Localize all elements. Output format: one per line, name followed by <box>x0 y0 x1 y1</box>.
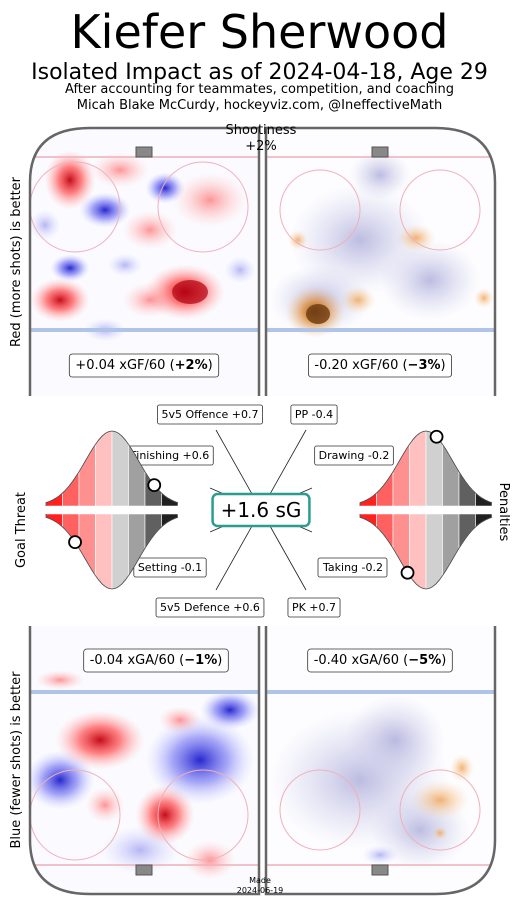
component-box <box>155 597 265 618</box>
component-pk-0-7: PK +0.7 <box>287 597 341 618</box>
offence-heatmap <box>30 128 259 396</box>
component-pp-0-4: PP -0.4 <box>290 404 338 425</box>
penalties-dist-lower-outline <box>359 514 493 590</box>
total-sg-box: +1.6 sG <box>211 492 311 528</box>
goal-threat-dist-upper-marker <box>147 478 162 493</box>
offence-stat-value: +0.04 xGF/60 ( <box>75 358 174 373</box>
component-label: 5v5 Offence +0.7 <box>161 408 258 421</box>
goal-threat-label: Goal Threat <box>14 492 29 568</box>
penalties-dist-upper-band <box>409 430 427 507</box>
goal-threat-dist-upper-band <box>62 470 80 507</box>
pp-heatmap <box>266 128 495 396</box>
offence-side-label: Red (more shots) is better <box>9 176 24 347</box>
pp-stat-box: -0.20 xGF/60 (−3%) <box>308 353 452 378</box>
author-credit: Micah Blake McCurdy, hockeyviz.com, @Ine… <box>76 98 443 113</box>
component-setting-0-1: Setting -0.1 <box>133 557 207 578</box>
goal-threat-dist-lower-marker <box>68 535 82 550</box>
goal-threat-dist-lower-band <box>95 513 113 590</box>
penalties-dist-upper-outline <box>359 430 493 506</box>
pk-stat-pct: −5% <box>408 653 441 668</box>
component-label: Setting -0.1 <box>138 561 202 574</box>
shootiness-label: Shootiness <box>226 123 297 138</box>
goal-threat-dist-lower-band <box>144 513 162 550</box>
component-box <box>314 445 394 466</box>
defence-rink-boards <box>28 626 261 896</box>
component-drawing-0-2: Drawing -0.2 <box>314 445 394 466</box>
penalties-dist-lower-band <box>376 513 394 550</box>
penalties-label: Penalties <box>496 483 511 542</box>
made-label: Made <box>249 876 271 885</box>
offence-rink-boards <box>28 126 261 396</box>
goal-threat-dist-lower-band <box>111 513 129 590</box>
penalties-dist-lower-band <box>458 513 476 550</box>
method-note: After accounting for teammates, competit… <box>65 82 454 97</box>
defence-goal-net <box>135 864 153 876</box>
pp-rink-boards <box>264 126 497 396</box>
pp-stat-frame <box>308 353 452 378</box>
pk-heatmap <box>266 626 495 894</box>
pp-stat-pct: −3% <box>408 358 441 373</box>
component-box <box>157 404 263 425</box>
component-5v5-offence-0-7: 5v5 Offence +0.7 <box>157 404 263 425</box>
penalties-dist-upper-band <box>376 470 394 507</box>
component-finishing-0-6: Finishing +0.6 <box>126 445 214 466</box>
penalties-dist-lower-band <box>442 513 460 577</box>
component-taking-0-2: Taking -0.2 <box>317 557 388 578</box>
offence-stat-text: +0.04 xGF/60 (+2%) <box>75 358 212 373</box>
pk-stat-box: -0.40 xGA/60 (−5%) <box>307 648 453 673</box>
component-box <box>287 597 341 618</box>
penalties-dist-lower-marker <box>400 565 415 580</box>
goal-threat-dist-lower-band <box>78 513 96 577</box>
player-name-title: Kiefer Sherwood <box>70 5 449 59</box>
penalties-dist-upper-marker <box>429 429 444 444</box>
defence-stat-text: -0.04 xGA/60 (−1%) <box>90 653 223 668</box>
goal-threat-dist-upper-band <box>111 430 129 507</box>
goal-threat-dist-upper-band <box>78 443 96 507</box>
pp-stat-text: -0.20 xGF/60 (−3%) <box>314 358 445 373</box>
page-subtitle: Isolated Impact as of 2024-04-18, Age 29 <box>31 60 488 85</box>
total-sg-value: +1.6 sG <box>221 498 302 522</box>
offence-goal-net <box>135 146 153 158</box>
pk-goal-net <box>371 864 389 876</box>
penalties-dist-upper-band <box>442 443 460 507</box>
component-label: 5v5 Defence +0.6 <box>160 601 260 614</box>
defence-stat-box: -0.04 xGA/60 (−1%) <box>83 648 229 673</box>
goal-threat-dist-upper-band <box>95 430 113 507</box>
component-5v5-defence-0-6: 5v5 Defence +0.6 <box>155 597 265 618</box>
total-sg-frame <box>211 492 311 528</box>
penalties-dist-lower-band <box>425 513 443 590</box>
offence-stat-close: ) <box>208 358 213 373</box>
offence-stat-frame <box>68 353 220 378</box>
pp-stat-value: -0.20 xGF/60 ( <box>314 358 407 373</box>
offence-stat-box: +0.04 xGF/60 (+2%) <box>68 353 220 378</box>
defence-stat-close: ) <box>217 653 222 668</box>
shootiness-value: +2% <box>245 139 277 154</box>
component-label: PP -0.4 <box>295 408 333 421</box>
component-box <box>290 404 338 425</box>
pp-goal-net <box>371 146 389 158</box>
pp-stat-close: ) <box>441 358 446 373</box>
component-box <box>317 557 388 578</box>
defence-stat-pct: −1% <box>184 653 217 668</box>
made-date: 2024-06-19 <box>236 886 284 895</box>
penalties-dist-upper-band <box>458 470 476 507</box>
penalties-dist-upper-band <box>392 443 410 507</box>
defence-stat-frame <box>83 648 229 673</box>
pk-stat-frame <box>307 648 453 673</box>
component-label: Drawing -0.2 <box>319 449 390 462</box>
defence-stat-value: -0.04 xGA/60 ( <box>90 653 185 668</box>
component-label: PK +0.7 <box>292 601 336 614</box>
made-date-label: Made 2024-06-19 <box>230 876 290 896</box>
goal-threat-dist-lower-outline <box>45 514 179 590</box>
pk-rink-boards <box>264 626 497 896</box>
pk-stat-text: -0.40 xGA/60 (−5%) <box>314 653 447 668</box>
pk-stat-close: ) <box>441 653 446 668</box>
offence-stat-pct: +2% <box>175 358 208 373</box>
defence-side-label: Blue (fewer shots) is better <box>9 671 24 849</box>
component-label: Finishing +0.6 <box>131 449 210 462</box>
component-label: Taking -0.2 <box>322 561 383 574</box>
pk-stat-value: -0.40 xGA/60 ( <box>314 653 409 668</box>
